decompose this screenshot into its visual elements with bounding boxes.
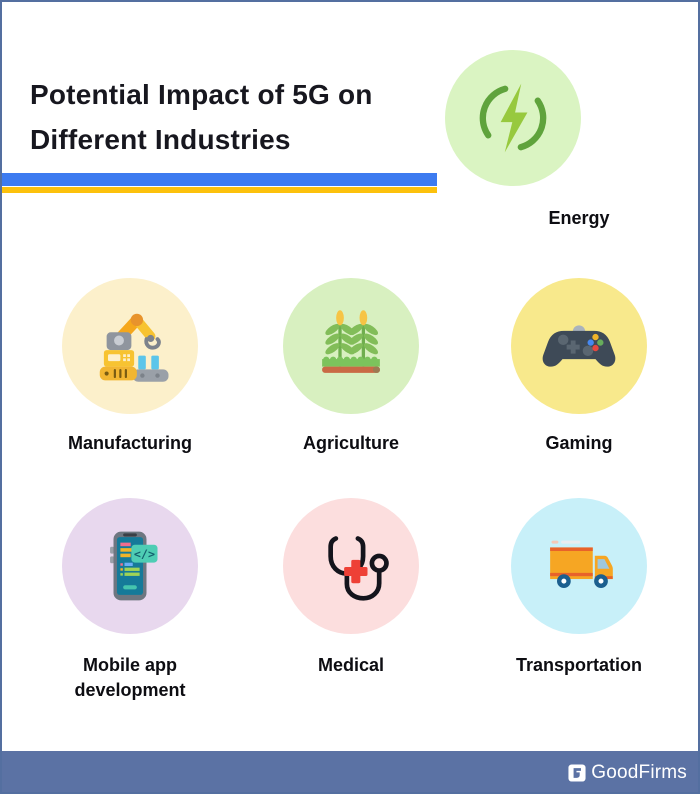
game-controller-icon: [542, 325, 616, 367]
goodfirms-icon: [568, 763, 586, 782]
lightning-bolt-icon: [479, 83, 547, 153]
code-badge-text: </>: [134, 547, 155, 561]
industry-circle-gaming: [511, 278, 647, 414]
industry-label-agriculture: Agriculture: [302, 433, 399, 453]
industry-circle-transportation: [511, 498, 647, 634]
footer-bar: GoodFirms: [2, 751, 698, 792]
industry-label-mobile-app-development: Mobile app development: [74, 655, 186, 700]
industry-circle-medical: [283, 498, 419, 634]
goodfirms-logo[interactable]: GoodFirms: [568, 762, 687, 784]
delivery-truck-icon: [550, 540, 613, 588]
industry-circle-manufacturing: [62, 278, 198, 414]
industry-label-manufacturing: Manufacturing: [68, 433, 192, 453]
industry-label-transportation: Transportation: [515, 655, 642, 675]
robot-arm-icon: [99, 313, 169, 382]
industry-circle-energy: [445, 50, 581, 186]
stethoscope-icon: [328, 536, 389, 601]
industry-label-energy: Energy: [548, 208, 610, 228]
accent-bar-blue: [2, 173, 437, 186]
goodfirms-wordmark: GoodFirms: [591, 761, 687, 783]
industry-circle-agriculture: [283, 278, 419, 414]
industry-label-gaming: Gaming: [545, 433, 613, 453]
page-title-line-2: Different Industries: [30, 124, 291, 155]
page-title: Potential Impact of 5G on Different Indu…: [30, 72, 373, 162]
wheat-plants-icon: [322, 310, 380, 373]
smartphone-code-icon: </>: [110, 531, 158, 601]
accent-bar-yellow: [2, 187, 437, 193]
page-title-line-1: Potential Impact of 5G on: [30, 79, 373, 110]
industry-label-medical: Medical: [317, 655, 385, 675]
industry-circle-mobile-app-development: </>: [62, 498, 198, 634]
